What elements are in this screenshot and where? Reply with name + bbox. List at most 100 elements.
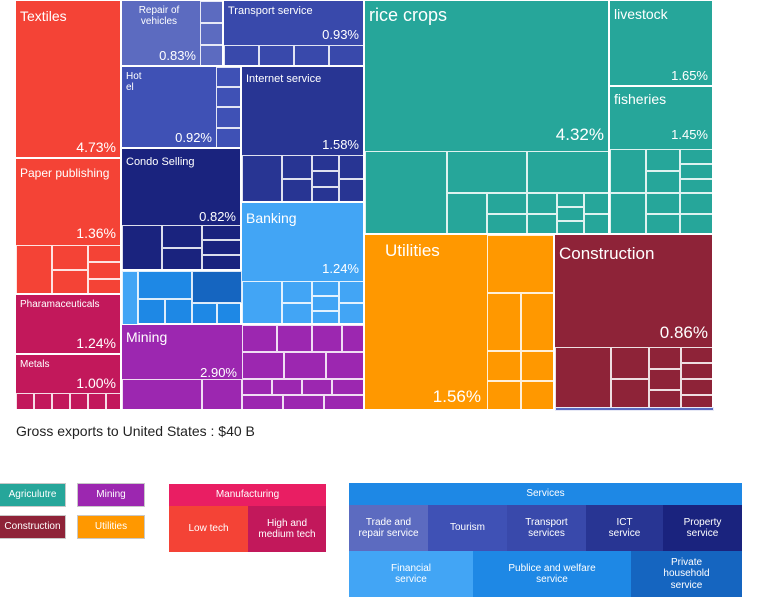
legend-public-welfare: Publice and welfare service <box>473 551 631 597</box>
subtile <box>242 281 282 325</box>
subtile <box>242 395 283 411</box>
subtile <box>447 151 527 193</box>
tile-textiles[interactable]: Textiles 4.73% <box>15 0 121 158</box>
tile-value: 1.36% <box>76 225 116 241</box>
subtile <box>216 87 242 107</box>
subtile <box>162 225 202 248</box>
chart-caption: Gross exports to United States : $40 B <box>16 423 255 439</box>
subtile <box>365 151 447 235</box>
subtile <box>272 379 302 395</box>
subtile <box>162 248 202 271</box>
tile-repair-of-vehicles[interactable]: Repair of vehicles 0.83% <box>121 0 224 67</box>
subtile <box>217 303 242 325</box>
tile-rice-crops[interactable]: rice crops 4.32% <box>364 0 610 235</box>
tile-label: Transport service <box>228 5 313 17</box>
treemap: Textiles 4.73% Paper publishing 1.36% Ph… <box>15 0 714 411</box>
legend-private-household: Private household service <box>631 551 742 597</box>
subtile <box>88 393 106 411</box>
tile-value: 4.73% <box>76 139 116 155</box>
tile-utilities[interactable]: Utilities 1.56% <box>364 234 555 411</box>
tile-banking[interactable]: Banking 1.24% <box>241 202 365 325</box>
tile-value: 1.65% <box>671 68 708 83</box>
subtile <box>312 155 339 171</box>
legend-property-service: Property service <box>663 505 742 551</box>
tile-condo-selling[interactable]: Condo Selling 0.82% <box>121 148 242 271</box>
tile-value: 0.83% <box>159 48 196 63</box>
tile-internet-service[interactable]: Internet service 1.58% <box>241 66 365 203</box>
tile-livestock[interactable]: livestock 1.65% <box>609 0 713 86</box>
subtile <box>680 164 714 179</box>
subtile <box>584 214 610 235</box>
subtile <box>52 270 88 295</box>
tile-value: 1.24% <box>322 261 359 276</box>
subtile <box>138 299 165 325</box>
subtile <box>138 271 192 299</box>
tile-construction[interactable]: Construction 0.86% <box>554 234 714 411</box>
subtile <box>200 1 224 23</box>
legend-services: Services <box>349 483 742 505</box>
subtile <box>555 407 714 411</box>
subtile <box>312 325 342 352</box>
legend-construction: Construction <box>0 515 66 539</box>
subtile <box>242 325 277 352</box>
subtile <box>216 107 242 128</box>
tile-transport-service[interactable]: Transport service 0.93% <box>223 0 365 67</box>
legend-mining: Mining <box>77 483 145 507</box>
tile-pharmaceuticals[interactable]: Pharamaceuticals 1.24% <box>15 294 121 354</box>
tile-value: 1.45% <box>671 127 708 142</box>
subtile <box>200 23 224 45</box>
subtile <box>312 171 339 187</box>
tile-label: Internet service <box>246 73 322 85</box>
subtile <box>339 303 365 325</box>
tile-label: livestock <box>614 6 668 22</box>
subtile <box>88 245 122 262</box>
subtile <box>88 262 122 279</box>
tile-label: Utilities <box>385 241 440 260</box>
legend-agriculture: Agriculutre <box>0 483 66 507</box>
tile-value: 1.24% <box>76 335 116 351</box>
subtile <box>165 299 192 325</box>
subtile <box>52 393 70 411</box>
subtile <box>329 45 365 67</box>
subtile <box>284 352 326 379</box>
tile-label: Construction <box>559 244 655 263</box>
tile-label: fisheries <box>614 91 667 107</box>
subtile <box>646 171 680 193</box>
subtile <box>487 235 555 293</box>
subtile <box>339 179 365 203</box>
tile-hotel[interactable]: Hot el 0.92% <box>121 66 242 149</box>
subtile <box>282 155 312 179</box>
subtile <box>680 193 714 214</box>
legend-utilities: Utilities <box>77 515 145 539</box>
subtile <box>487 381 521 411</box>
tile-paper-publishing[interactable]: Paper publishing 1.36% <box>15 158 122 295</box>
subtile <box>487 351 521 381</box>
tile-value: 0.92% <box>175 130 212 145</box>
subtile <box>283 395 324 411</box>
subtile <box>527 193 557 214</box>
subtile <box>312 311 339 325</box>
tile-value: 1.00% <box>76 375 116 391</box>
tile-mining[interactable]: Mining 2.90% <box>121 324 365 411</box>
tile-services-cluster[interactable] <box>121 270 242 325</box>
tile-fisheries[interactable]: fisheries 1.45% <box>609 86 714 235</box>
subtile <box>259 45 294 67</box>
tile-label: Mining <box>126 329 168 345</box>
subtile <box>447 193 487 235</box>
tile-value: 0.93% <box>322 27 359 42</box>
subtile <box>646 214 680 235</box>
subtile <box>646 193 680 214</box>
subtile <box>192 303 217 325</box>
subtile <box>487 193 527 214</box>
subtile <box>680 214 714 235</box>
subtile <box>122 379 202 411</box>
subtile <box>339 155 365 179</box>
subtile <box>88 279 122 295</box>
subtile <box>282 281 312 303</box>
subtile <box>611 347 649 379</box>
subtile <box>216 67 242 87</box>
subtile <box>527 151 610 193</box>
tile-metals[interactable]: Metals 1.00% <box>15 354 122 411</box>
subtile <box>557 207 584 221</box>
subtile <box>202 240 242 255</box>
